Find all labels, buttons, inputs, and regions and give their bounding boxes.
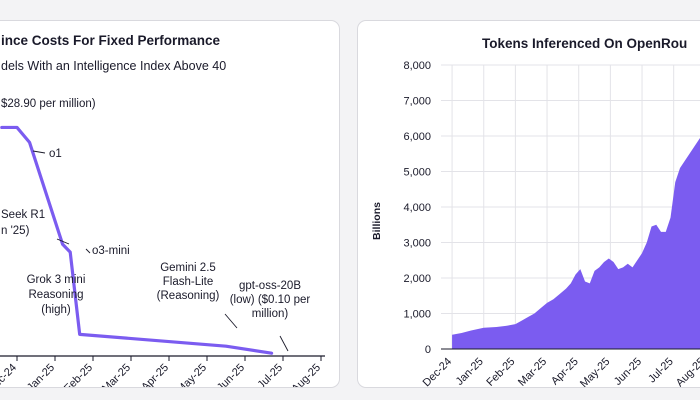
left-x-tick-label: Mar-25 (100, 362, 133, 387)
left-annotations: o1 Seek R1 n '25) o3-mini Grok 3 mini Reasoni… (1, 148, 311, 352)
right-y-tick-labels: 0 1,000 2,000 3,000 4,000 5,000 6,000 7,000 8,00… (403, 60, 431, 356)
right-x-tick-label: Aug-25 (674, 356, 700, 387)
right-x-tick-label: Jun-25 (612, 356, 644, 387)
model-annotation: Seek R1 (1, 209, 45, 221)
right-x-tick-label: Jan-25 (454, 356, 486, 387)
right-y-tick-label: 1,000 (403, 309, 431, 321)
left-x-axis (0, 355, 325, 361)
right-chart-title: Tokens Inferenced On OpenRou (482, 36, 687, 51)
right-y-tick-label: 3,000 (403, 238, 431, 250)
annotation-leader (32, 150, 46, 154)
model-annotation: Reasoning (29, 289, 84, 301)
right-y-tick-label: 4,000 (403, 202, 431, 214)
annotation-leader (224, 313, 238, 329)
left-x-tick-label: Jul-25 (255, 362, 285, 387)
left-cost-line-chart: ince Costs For Fixed Performance dels Wi… (0, 33, 325, 387)
annotation-leader (279, 335, 289, 352)
model-annotation: Flash-Lite (163, 276, 214, 288)
left-chart-title: ince Costs For Fixed Performance (1, 33, 221, 48)
right-x-tick-label: May-25 (578, 356, 612, 387)
right-chart-panel: Tokens Inferenced On OpenRou Billions 0 1… (357, 20, 700, 388)
annotation-leader (85, 248, 91, 254)
right-y-tick-label: 5,000 (403, 167, 431, 179)
right-area-series (441, 138, 700, 350)
model-annotation: o1 (49, 148, 62, 160)
model-annotation: (low) ($0.10 per (230, 294, 311, 306)
price-note: $28.90 per million) (1, 98, 96, 110)
left-x-tick-label: Jun-25 (215, 362, 247, 387)
model-annotation: n '25) (1, 225, 30, 237)
left-x-tick-label: May-25 (175, 362, 209, 387)
model-annotation: (high) (41, 304, 71, 316)
right-y-tick-label: 7,000 (403, 96, 431, 108)
model-annotation: o3-mini (92, 245, 130, 257)
model-annotation: (Reasoning) (157, 290, 220, 302)
right-x-tick-label: Apr-25 (549, 356, 581, 387)
left-x-tick-label: Jan-25 (25, 362, 57, 387)
right-y-tick-label: 8,000 (403, 60, 431, 72)
right-tokens-area-chart: Tokens Inferenced On OpenRou Billions 0 1… (371, 36, 700, 387)
y-axis-label: Billions (371, 202, 383, 240)
right-y-tick-label: 6,000 (403, 131, 431, 143)
annotation-leader (56, 238, 70, 245)
left-x-tick-label: Dec-24 (0, 362, 19, 387)
model-annotation: Gemini 2.5 (160, 262, 216, 274)
left-chart-panel: ince Costs For Fixed Performance dels Wi… (0, 20, 340, 388)
right-x-tick-label: Feb-25 (484, 356, 517, 387)
tokens-area (452, 138, 700, 349)
right-y-tick-label: 2,000 (403, 273, 431, 285)
right-x-tick-label: Mar-25 (516, 356, 549, 387)
model-annotation: gpt-oss-20B (239, 280, 301, 292)
left-x-tick-label: Aug-25 (290, 362, 324, 387)
model-annotation: million) (252, 308, 289, 320)
model-annotation: Grok 3 mini (27, 274, 86, 286)
right-x-tick-label: Dec-24 (421, 356, 455, 387)
left-chart-subtitle: dels With an Intelligence Index Above 40 (1, 59, 226, 73)
right-x-tick-label: Jul-25 (646, 356, 676, 386)
left-x-tick-label: Apr-25 (139, 362, 171, 387)
left-x-tick-label: Feb-25 (62, 362, 95, 387)
cost-line (0, 125, 274, 355)
right-y-tick-label: 0 (425, 344, 431, 356)
left-x-tick-labels: Dec-24 Jan-25 Feb-25 Mar-25 Apr-25 May-25 Jun-… (0, 362, 323, 387)
left-series-line (0, 125, 274, 355)
